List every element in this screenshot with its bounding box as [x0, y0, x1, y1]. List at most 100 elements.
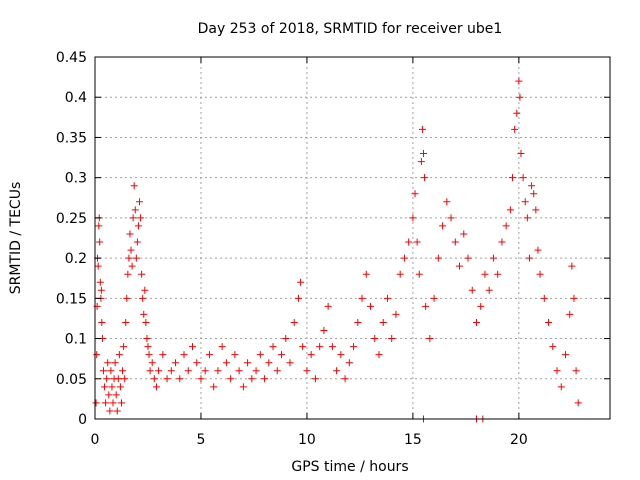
data-point: [354, 318, 362, 326]
data-point: [138, 270, 146, 278]
data-point: [532, 206, 540, 214]
data-point: [513, 109, 521, 117]
data-point: [218, 343, 226, 351]
data-point: [426, 335, 434, 343]
data-point: [269, 343, 277, 351]
data-point: [282, 335, 290, 343]
data-point: [419, 150, 427, 158]
x-tick-label: 5: [197, 432, 206, 448]
data-point: [167, 367, 175, 375]
data-point: [511, 125, 519, 133]
data-point: [566, 310, 574, 318]
data-point: [102, 399, 110, 407]
data-points: [92, 77, 582, 423]
data-point: [358, 294, 366, 302]
data-point: [375, 351, 383, 359]
data-point: [383, 294, 391, 302]
data-point: [421, 174, 429, 182]
data-point: [413, 238, 421, 246]
data-point: [545, 318, 553, 326]
y-tick-label: 0: [78, 412, 87, 428]
data-point: [126, 230, 134, 238]
data-point: [568, 262, 576, 270]
y-tick-label: 0.45: [56, 50, 87, 66]
x-axis-label: GPS time / hours: [291, 459, 408, 475]
data-point: [96, 278, 104, 286]
data-point: [222, 359, 230, 367]
data-point: [273, 367, 281, 375]
data-point: [134, 222, 142, 230]
data-point: [557, 383, 565, 391]
data-point: [498, 238, 506, 246]
data-point: [137, 214, 145, 222]
data-point: [502, 222, 510, 230]
data-point: [133, 238, 141, 246]
tick-labels: 0 0.05 0.1 0.15 0.2 0.25 0.3 0.35 0.4 0.45 0 5 10 15 2…: [56, 50, 528, 448]
data-point: [328, 343, 336, 351]
chart-title: Day 253 of 2018, SRMTID for receiver ube…: [198, 21, 503, 37]
data-point: [256, 351, 264, 359]
data-point: [123, 294, 131, 302]
data-point: [278, 351, 286, 359]
data-point: [95, 222, 103, 230]
data-point: [107, 367, 115, 375]
data-point: [103, 375, 111, 383]
data-point: [227, 375, 235, 383]
data-point: [515, 77, 523, 85]
data-point: [214, 367, 222, 375]
x-tick-label: 10: [298, 432, 316, 448]
data-point: [108, 383, 116, 391]
data-point: [120, 343, 128, 351]
data-point: [96, 238, 104, 246]
data-point: [193, 359, 201, 367]
data-point: [142, 318, 150, 326]
data-point: [111, 359, 119, 367]
data-point: [98, 318, 106, 326]
data-point: [367, 302, 375, 310]
data-point: [460, 230, 468, 238]
data-point: [523, 214, 531, 222]
data-point: [231, 351, 239, 359]
data-point: [303, 367, 311, 375]
data-point: [468, 286, 476, 294]
data-point: [400, 254, 408, 262]
data-point: [119, 367, 127, 375]
data-point: [115, 351, 123, 359]
data-point: [113, 407, 121, 415]
data-point: [392, 310, 400, 318]
data-point: [443, 198, 451, 206]
data-point: [97, 286, 105, 294]
data-point: [131, 206, 139, 214]
data-point: [456, 262, 464, 270]
data-point: [144, 343, 152, 351]
data-point: [297, 278, 305, 286]
data-point: [205, 351, 213, 359]
data-point: [481, 270, 489, 278]
y-tick-label: 0.3: [65, 171, 87, 187]
data-point: [201, 367, 209, 375]
data-point: [379, 318, 387, 326]
data-point: [145, 351, 153, 359]
data-point: [530, 190, 538, 198]
data-point: [128, 262, 136, 270]
data-point: [299, 343, 307, 351]
data-point: [570, 294, 578, 302]
data-point: [337, 351, 345, 359]
data-point: [93, 351, 101, 359]
data-point: [159, 351, 167, 359]
data-point: [536, 270, 544, 278]
data-point: [485, 286, 493, 294]
data-point: [506, 206, 514, 214]
data-point: [521, 198, 529, 206]
data-point: [210, 383, 218, 391]
data-point: [132, 254, 140, 262]
data-point: [122, 318, 130, 326]
axis-ticks: [94, 56, 610, 420]
data-point: [146, 367, 154, 375]
data-point: [141, 286, 149, 294]
x-tick-label: 0: [91, 432, 100, 448]
data-point: [534, 246, 542, 254]
data-point: [248, 375, 256, 383]
data-point: [477, 302, 485, 310]
